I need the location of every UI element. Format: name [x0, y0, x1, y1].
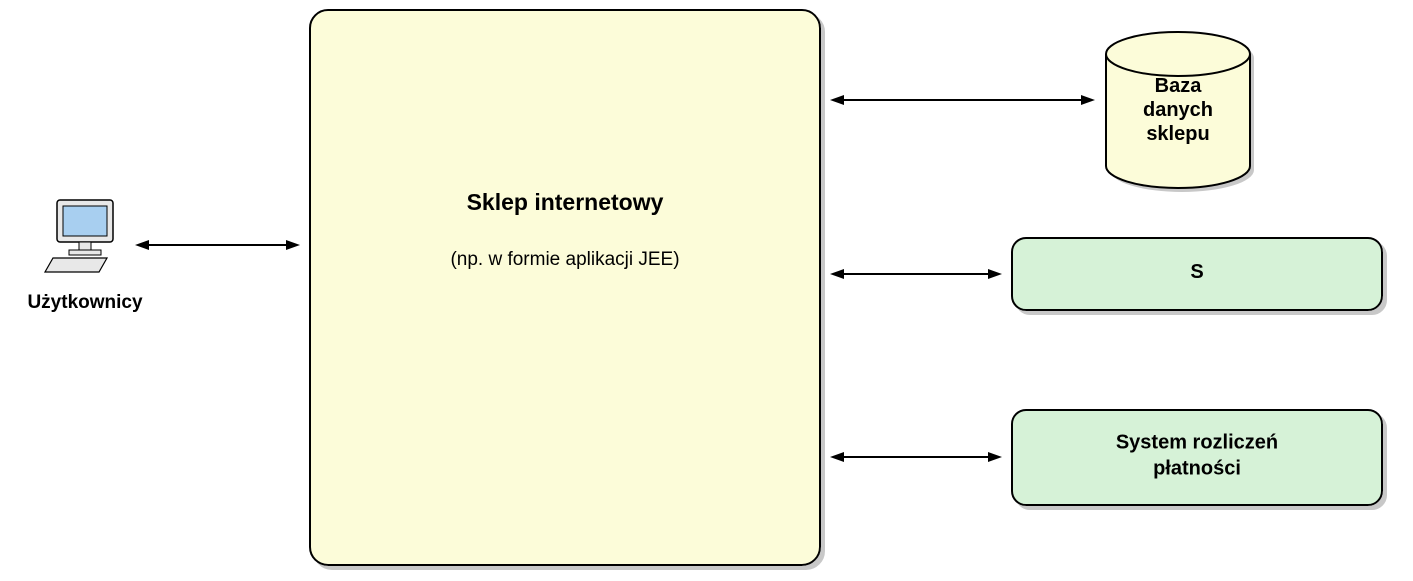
shop-title: Sklep internetowy [467, 189, 664, 215]
users-label: Użytkownicy [27, 292, 143, 313]
db-label-line: Baza [1155, 75, 1203, 97]
node-payments: System rozliczeń płatności [1012, 410, 1382, 505]
actor-users: Użytkownicy [27, 200, 143, 313]
node-payments-label: płatności [1153, 458, 1241, 480]
db-label-line: danych [1143, 99, 1213, 121]
db-label-line: sklepu [1146, 123, 1209, 145]
node-database: Bazadanychsklepu [1106, 32, 1254, 192]
node-shop: Sklep internetowy (np. w formie aplikacji… [310, 10, 820, 565]
shop-subtitle: (np. w formie aplikacji JEE) [450, 249, 679, 270]
node-delivery: S [1012, 238, 1382, 310]
node-payments-label: System rozliczeń [1116, 432, 1278, 454]
node-delivery-label: S [1190, 261, 1203, 283]
